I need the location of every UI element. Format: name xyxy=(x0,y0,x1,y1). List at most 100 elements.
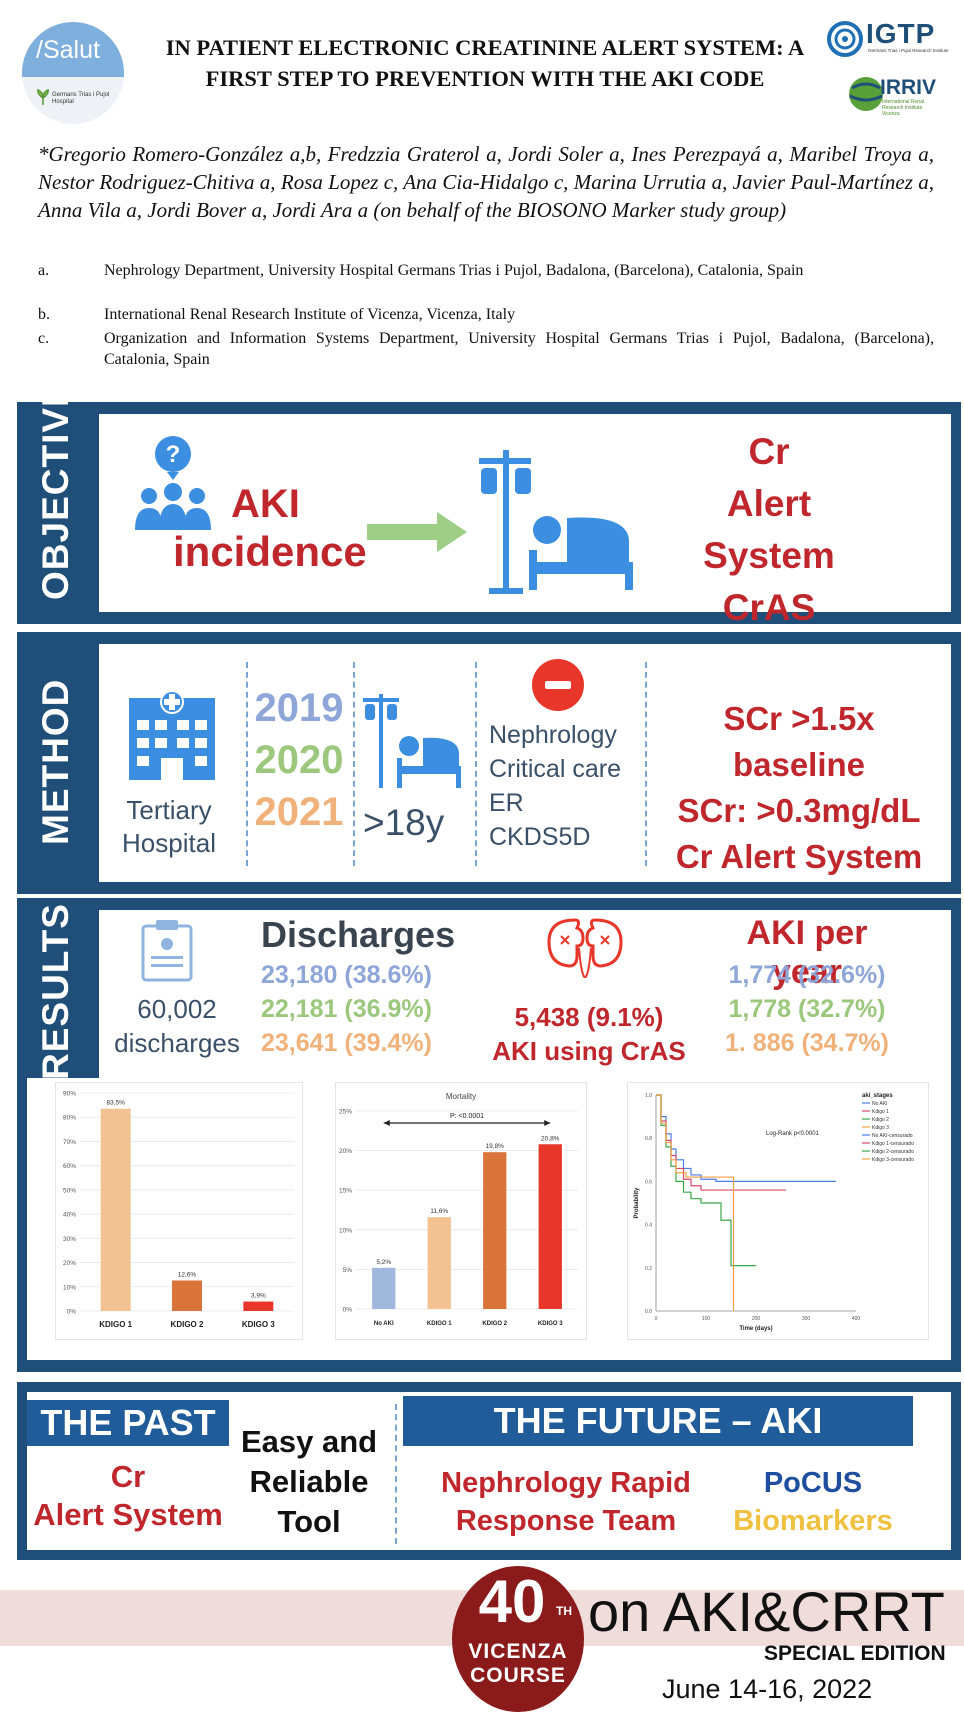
p-value-annotation: P: <0.0001 xyxy=(450,1113,484,1120)
affiliation-a: a. Nephrology Department, University Hos… xyxy=(38,260,934,304)
legend-title: aki_stages xyxy=(862,1093,893,1099)
data-label: 11,6% xyxy=(430,1208,448,1215)
affiliation-letter: c. xyxy=(38,330,50,347)
x-tick-label: No AKI xyxy=(374,1321,394,1327)
aki-per-year-title: AKI per year xyxy=(746,914,868,991)
legend-item: Kdigo 2 xyxy=(872,1117,889,1123)
people-question-icon: ? xyxy=(135,436,211,530)
km-curve-kdigo-3 xyxy=(656,1094,735,1311)
y-tick-label: 15% xyxy=(339,1188,352,1195)
legend-item: Kdigo 2-censurado xyxy=(872,1149,914,1155)
objective-aki: AKI xyxy=(231,482,300,526)
discharges-total-value: 60,002 xyxy=(137,994,217,1024)
author-list: *Gregorio Romero-González a,b, Fredzzia … xyxy=(38,142,934,222)
y-tick-label: 0.8 xyxy=(645,1136,652,1142)
discharges-2019: 23,180 (38.6%) xyxy=(261,961,432,989)
bar-kdigo-2 xyxy=(483,1152,507,1309)
globe-icon xyxy=(849,77,883,111)
badge-vicenza: VICENZA xyxy=(468,1640,568,1663)
arrow-right-icon xyxy=(367,512,467,552)
discharges-total: 60,002 discharges xyxy=(99,992,255,1060)
exclusion-item: ER xyxy=(489,789,524,817)
criteria-item: SCr: >0.3mg/dL xyxy=(677,792,921,829)
arrow-right-icon xyxy=(544,1120,551,1126)
past-content: Cr Alert System xyxy=(27,1458,229,1534)
nephrology-rapid-response-team: Nephrology Rapid Response Team xyxy=(431,1464,701,1540)
affiliation-b: b. International Renal Research Institut… xyxy=(38,304,934,326)
svg-text:?: ? xyxy=(166,441,181,468)
objective-content: ? AKI incidence xyxy=(99,414,951,628)
bar-kdigo-2 xyxy=(172,1280,202,1311)
data-label: 5,2% xyxy=(376,1259,391,1266)
tool-description: Easy and Reliable Tool xyxy=(239,1422,379,1542)
future-title: THE FUTURE – AKI prevention xyxy=(403,1396,913,1491)
year-2021: 2021 xyxy=(254,790,344,834)
aki-using-cras: AKI using CrAS xyxy=(492,1036,686,1066)
objective-panel: OBJECTIVE ? AKI incidence xyxy=(17,381,961,628)
results-charts: 0% 10% 20% 30% 40% 50% 60% 70% 80% 90% 83,5% KDIGO … xyxy=(27,1078,951,1360)
exclusion-item: Critical care xyxy=(489,755,621,783)
pocus: PoCUS xyxy=(763,1467,863,1499)
km-curve-kdigo-2 xyxy=(656,1094,756,1267)
bar-kdigo-1 xyxy=(427,1217,451,1309)
bar-kdigo-3 xyxy=(243,1301,274,1311)
y-tick-label: 20% xyxy=(63,1260,76,1267)
bar-kdigo-3 xyxy=(538,1144,562,1309)
affiliation-letter: b. xyxy=(38,306,50,323)
discharges-total-word: discharges xyxy=(114,1028,240,1058)
x-tick-label: 400 xyxy=(852,1316,861,1322)
past-future-content: THE PAST Cr Alert System Easy and Reliab… xyxy=(27,1392,951,1550)
y-tick-label: 70% xyxy=(63,1139,76,1146)
poster-title: IN PATIENT ELECTRONIC CREATININE ALERT S… xyxy=(165,35,805,91)
criteria-item: Cr Alert System xyxy=(675,838,923,875)
tool-line: Reliable xyxy=(249,1464,369,1499)
objective-cr: Cr xyxy=(748,431,790,472)
badge-number: 40 xyxy=(478,1568,546,1635)
affiliation-text: Organization and Information Systems Dep… xyxy=(104,330,934,368)
hospital-bed-iv-icon xyxy=(363,694,461,788)
y-tick-label: 25% xyxy=(339,1109,352,1116)
igtp-logo-text: IGTP xyxy=(866,18,936,49)
x-tick-label: 200 xyxy=(752,1316,761,1322)
affiliation-text: Nephrology Department, University Hospit… xyxy=(104,262,804,279)
y-tick-label: 0% xyxy=(67,1309,77,1316)
irriv-logo: IRRIV International Renal Research Insti… xyxy=(846,72,956,117)
tool-line: Tool xyxy=(277,1504,341,1539)
aki-2020: 1,778 (32.7%) xyxy=(728,995,886,1023)
survival-curve-chart: 0.0 0.2 0.4 0.6 0.8 1.0 0 100 200 300 400 Time (day… xyxy=(627,1082,929,1340)
leaf-icon xyxy=(37,88,49,105)
criteria-item: SCr >1.5x baseline xyxy=(723,700,875,783)
igtp-logo-subtitle: Germans Trias i Pujol Research Institute xyxy=(868,48,949,53)
mortality-chart: Mortality 0% 5% 10% 15% 20% 25% 5,2% No AKI 11,6%… xyxy=(335,1082,587,1340)
y-tick-label: 60% xyxy=(63,1163,76,1170)
objective-result: Cr Alert System CrAS xyxy=(659,426,879,634)
divider xyxy=(353,662,355,866)
year-2019: 2019 xyxy=(254,686,344,730)
affiliation-letter: a. xyxy=(38,262,50,279)
data-label: 12,6% xyxy=(178,1271,197,1278)
y-tick-label: 0.4 xyxy=(645,1223,652,1229)
legend-item: Kdigo 3-censurado xyxy=(872,1157,914,1163)
igtp-logo: IGTP Germans Trias i Pujol Research Inst… xyxy=(826,18,958,58)
y-tick-label: 80% xyxy=(63,1115,76,1122)
method-panel: METHOD Tertiary Hospital 2019 2020 2021 xyxy=(17,632,961,894)
x-tick-label: 300 xyxy=(802,1316,811,1322)
legend-item: Kdigo 1-censurado xyxy=(872,1141,914,1147)
past-title: THE PAST xyxy=(27,1400,229,1446)
discharges-2020: 22,181 (36.9%) xyxy=(261,995,432,1023)
legend-item: Kdigo 1 xyxy=(872,1109,889,1115)
results-summary: 60,002 discharges Discharges 23,180 (38.… xyxy=(99,910,951,1086)
bar-kdigo-1 xyxy=(100,1108,131,1311)
divider xyxy=(645,662,647,866)
y-tick-label: 10% xyxy=(339,1227,352,1234)
objective-cras: CrAS xyxy=(722,587,816,628)
discharges-title: Discharges xyxy=(261,914,456,955)
salut-logo-text: /Salut xyxy=(36,36,100,64)
divider xyxy=(475,662,477,866)
affiliation-c: c. Organization and Information Systems … xyxy=(38,328,934,372)
past-cr: Cr xyxy=(110,1459,146,1494)
exclusion-item: Nephrology xyxy=(489,721,617,749)
footer-dates: June 14-16, 2022 xyxy=(662,1674,873,1704)
arrow-left-icon xyxy=(383,1120,390,1126)
y-tick-label: 0.2 xyxy=(645,1266,652,1272)
